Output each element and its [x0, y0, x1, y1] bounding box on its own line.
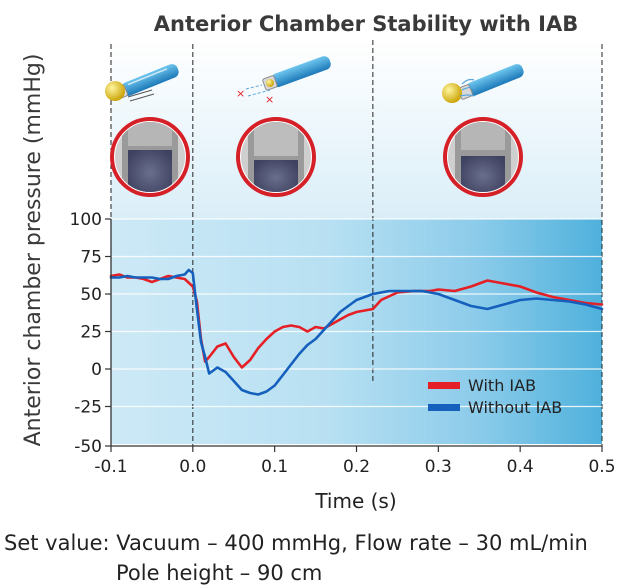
occlusion-instrument-icon [105, 64, 179, 102]
x-tick-label: 0.3 [425, 457, 452, 477]
x-tick-label: 0.4 [507, 457, 534, 477]
y-axis-label: Anterior chamber pressure (mmHg) [21, 54, 46, 447]
series-line-without-iab [109, 268, 604, 396]
chart-title: Anterior Chamber Stability with IAB [154, 12, 578, 36]
footnote-line-2: Pole height – 90 cm [116, 561, 322, 585]
legend-swatch-without-iab [428, 404, 460, 411]
y-tick-label: -50 [74, 437, 102, 457]
svg-text:×: × [236, 87, 245, 100]
y-tick-label: 100 [70, 210, 102, 230]
series-lines [109, 268, 604, 396]
y-tick-label: 75 [80, 248, 102, 268]
x-tick-label: 0.2 [343, 457, 370, 477]
legend-swatch-with-iab [428, 382, 460, 389]
x-tick-label: 0.5 [588, 457, 615, 477]
y-tick-label: -25 [74, 398, 102, 418]
x-tick-label: -0.1 [94, 457, 127, 477]
phase-illustration-1 [105, 64, 190, 197]
y-tick-label: 50 [80, 285, 102, 305]
gridlines [111, 218, 602, 408]
y-tick-label: 0 [91, 360, 102, 380]
footnote-line-1: Set value: Vacuum – 400 mmHg, Flow rate … [4, 531, 588, 555]
y-axis-ticks: 100 75 50 25 0 -25 -50 [70, 210, 111, 457]
svg-text:×: × [265, 93, 274, 106]
series-line-with-iab [109, 273, 604, 369]
legend-label-with-iab: With IAB [468, 376, 536, 395]
phase-illustration-2: × × [236, 56, 331, 197]
tip-closeup-lens [236, 117, 316, 197]
recovery-instrument-icon [442, 64, 524, 103]
occlusion-break-instrument-icon: × × [236, 56, 331, 106]
phase-illustration-3 [442, 64, 524, 197]
y-tick-label: 25 [80, 323, 102, 343]
x-axis-label: Time (s) [314, 489, 396, 513]
tip-closeup-lens [443, 117, 523, 197]
x-tick-label: 0.0 [179, 457, 206, 477]
legend-label-without-iab: Without IAB [468, 398, 562, 417]
illustration-band [111, 40, 602, 219]
legend: With IAB Without IAB [428, 376, 562, 417]
x-tick-label: 0.1 [261, 457, 288, 477]
x-axis-ticks: -0.1 0.0 0.1 0.2 0.3 0.4 0.5 [94, 446, 616, 477]
tip-closeup-lens [110, 117, 190, 197]
